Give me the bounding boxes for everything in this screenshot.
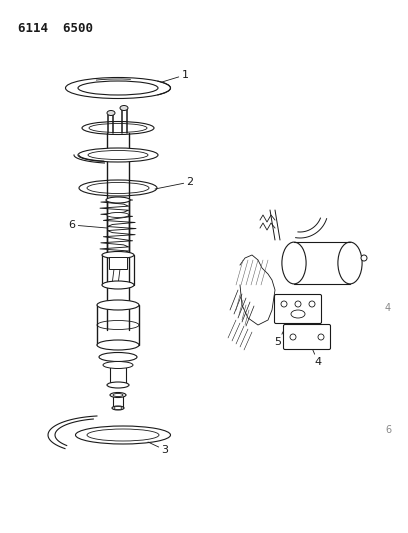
Ellipse shape: [107, 382, 129, 388]
Text: 2: 2: [155, 177, 193, 189]
Ellipse shape: [107, 213, 129, 217]
Ellipse shape: [290, 334, 296, 340]
Ellipse shape: [88, 150, 148, 159]
Text: 4: 4: [385, 303, 391, 313]
Ellipse shape: [79, 180, 157, 196]
FancyBboxPatch shape: [284, 325, 330, 350]
Ellipse shape: [291, 310, 305, 318]
Ellipse shape: [103, 361, 133, 368]
Ellipse shape: [78, 81, 158, 95]
Ellipse shape: [110, 392, 126, 398]
Ellipse shape: [338, 242, 362, 284]
Ellipse shape: [75, 426, 171, 444]
Text: 6114  6500: 6114 6500: [18, 22, 93, 35]
Text: 6: 6: [69, 220, 107, 230]
Ellipse shape: [87, 182, 149, 193]
Ellipse shape: [78, 148, 158, 162]
Ellipse shape: [97, 340, 139, 350]
FancyBboxPatch shape: [275, 295, 322, 324]
Ellipse shape: [361, 255, 367, 261]
Ellipse shape: [99, 352, 137, 361]
Ellipse shape: [309, 301, 315, 307]
Ellipse shape: [97, 300, 139, 310]
Text: 3: 3: [148, 442, 169, 455]
Ellipse shape: [112, 406, 124, 410]
Ellipse shape: [82, 122, 154, 134]
Text: 1: 1: [162, 70, 188, 82]
Ellipse shape: [281, 301, 287, 307]
Text: 6: 6: [385, 425, 391, 435]
Ellipse shape: [120, 106, 128, 110]
Ellipse shape: [107, 110, 115, 116]
Ellipse shape: [66, 77, 171, 99]
Ellipse shape: [102, 252, 134, 259]
Text: 5: 5: [275, 322, 288, 347]
FancyBboxPatch shape: [109, 257, 127, 269]
Ellipse shape: [102, 281, 134, 289]
Ellipse shape: [318, 334, 324, 340]
Ellipse shape: [282, 242, 306, 284]
Text: 4: 4: [312, 348, 322, 367]
Ellipse shape: [106, 197, 130, 203]
Ellipse shape: [295, 301, 301, 307]
